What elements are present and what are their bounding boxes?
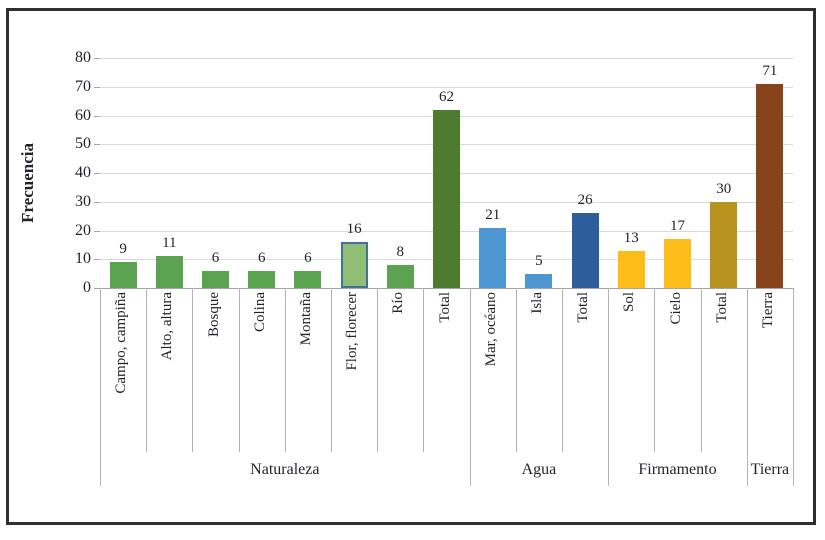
bar-value-label: 11 — [162, 235, 177, 252]
y-axis-tick — [94, 201, 100, 203]
bar-value-label: 30 — [716, 180, 732, 197]
category-separator — [146, 288, 148, 452]
category-separator — [654, 288, 656, 452]
bar — [571, 213, 599, 288]
bar-value-label: 6 — [211, 249, 220, 266]
bar — [294, 270, 322, 288]
y-tick-label: 20 — [75, 221, 91, 239]
category-label: Bosque — [205, 292, 222, 337]
group-separator — [746, 288, 748, 486]
y-axis-tick — [94, 58, 100, 59]
y-tick-label: 80 — [75, 49, 91, 66]
category-label: Total — [713, 292, 730, 323]
y-axis-tick — [94, 173, 100, 174]
category-label: Montaña — [297, 292, 314, 346]
group-label: Agua — [521, 461, 557, 478]
bar-value-label: 62 — [439, 88, 454, 105]
bar — [525, 273, 553, 288]
bar — [479, 227, 507, 288]
category-label: Tierra — [759, 292, 776, 329]
y-axis-tick — [94, 115, 100, 117]
category-label: Flor, florecer — [344, 292, 361, 371]
bar — [202, 270, 229, 288]
gridline — [100, 86, 793, 88]
bar-value-label: 17 — [670, 218, 685, 235]
category-separator — [423, 288, 425, 452]
y-tick-label: 10 — [75, 250, 91, 268]
category-separator — [700, 288, 702, 452]
y-tick-label: 40 — [75, 164, 91, 181]
category-label: Isla — [528, 292, 545, 314]
bar — [617, 250, 645, 288]
y-tick-label: 30 — [75, 192, 91, 210]
bar-value-label: 8 — [396, 244, 405, 260]
bar — [340, 242, 368, 288]
y-axis-tick — [94, 288, 100, 289]
category-label: Alto, altura — [159, 292, 176, 361]
y-axis-tick — [94, 86, 100, 88]
bar-value-label: 6 — [257, 249, 266, 266]
bar — [433, 109, 460, 288]
bar — [386, 265, 414, 288]
bar — [248, 270, 276, 288]
bar-value-label: 5 — [535, 252, 543, 269]
bar — [109, 262, 137, 288]
bar-value-label: 16 — [346, 221, 362, 237]
bar — [664, 239, 691, 288]
group-label: Firmamento — [638, 461, 717, 478]
bar-value-label: 9 — [119, 241, 127, 258]
bar-value-label: 13 — [623, 229, 639, 246]
category-label: Colina — [251, 292, 268, 332]
category-separator — [331, 288, 332, 452]
group-separator — [100, 288, 101, 486]
bar-value-label: 6 — [304, 249, 312, 266]
category-separator — [377, 288, 379, 452]
category-label: Total — [575, 292, 592, 323]
y-tick-label: 70 — [75, 77, 91, 95]
y-axis-tick — [94, 259, 100, 261]
category-separator — [284, 288, 286, 452]
category-separator — [562, 288, 563, 452]
y-tick-label: 50 — [75, 135, 91, 153]
bar — [710, 201, 738, 288]
category-label: Cielo — [667, 292, 684, 325]
category-separator — [238, 288, 240, 452]
bar-value-label: 71 — [762, 62, 778, 79]
gridline — [100, 58, 793, 59]
y-axis-tick — [94, 230, 100, 232]
chart-frame: Frecuencia 0 10 20 30 40 50 60 70 80 9 11 6 6 6 16 8 62 2… — [6, 8, 816, 525]
category-label: Total — [436, 292, 453, 323]
group-label: Naturaleza — [250, 461, 320, 478]
category-label: Mar, océano — [482, 292, 499, 367]
plot-area: 0 10 20 30 40 50 60 70 80 9 11 6 6 6 16 8 62 21 5 26 13 17 30 7… — [3, 3, 825, 540]
group-label: Tierra — [750, 461, 790, 478]
bar — [756, 83, 784, 288]
group-separator — [793, 288, 794, 486]
y-axis-tick — [94, 144, 100, 146]
category-separator — [192, 288, 194, 452]
bar — [155, 256, 183, 288]
group-separator — [608, 288, 610, 486]
category-label: Campo, campiña — [113, 292, 130, 394]
y-tick-label: 60 — [75, 106, 91, 124]
x-axis-line — [100, 288, 793, 289]
category-label: Río — [390, 292, 407, 314]
bar-value-label: 26 — [577, 192, 593, 209]
y-tick-label: 0 — [83, 279, 91, 296]
category-label: Sol — [621, 292, 638, 313]
group-separator — [469, 288, 471, 486]
category-separator — [515, 288, 517, 452]
bar-value-label: 21 — [485, 206, 501, 223]
